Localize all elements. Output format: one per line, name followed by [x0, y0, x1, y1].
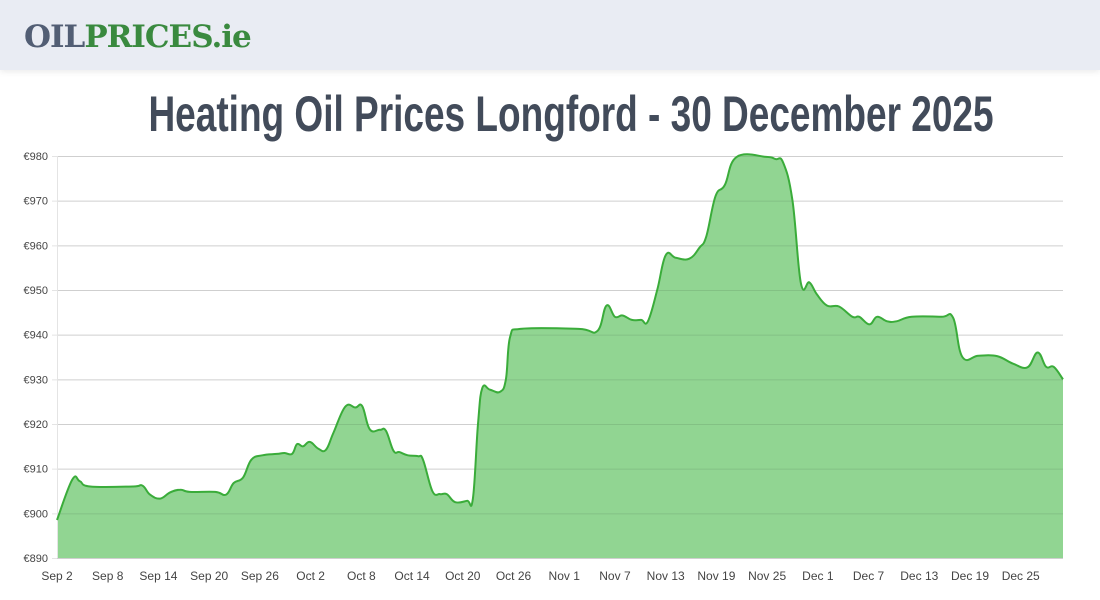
logo-text-prices: PRICES.ie — [84, 19, 251, 55]
x-tick-label: Dec 7 — [853, 569, 885, 583]
x-tick-label: Dec 19 — [951, 569, 989, 583]
x-tick-label: Dec 25 — [1002, 569, 1040, 583]
x-tick-label: Oct 8 — [347, 569, 376, 583]
x-tick-label: Oct 2 — [296, 569, 325, 583]
x-axis-ticks: Sep 2 Sep 8 Sep 14 Sep 20 Sep 26 Oct 2 Oct 8 Oc… — [41, 569, 1040, 583]
y-axis-ticks: €980 €970 €960 €950 €940 €930 €920 €910 €900 €890 — [24, 151, 48, 565]
x-tick-label: Nov 1 — [549, 569, 581, 583]
y-tick-label: €890 — [24, 553, 48, 565]
x-tick-label: Nov 13 — [647, 569, 685, 583]
y-tick-label: €900 — [24, 508, 48, 520]
y-tick-label: €930 — [24, 374, 48, 386]
price-line — [56, 153, 1064, 521]
page-title-text: Heating Oil Prices Longford - 30 Decembe… — [148, 86, 994, 142]
y-tick-label: €920 — [24, 419, 48, 431]
x-tick-label: Nov 19 — [697, 569, 735, 583]
page-title: Heating Oil Prices Longford - 30 Decembe… — [0, 84, 1100, 144]
x-tick-label: Nov 7 — [599, 569, 631, 583]
site-logo[interactable]: OILPRICES.ie — [24, 17, 252, 57]
x-tick-label: Sep 14 — [139, 569, 177, 583]
x-tick-label: Oct 20 — [445, 569, 481, 583]
x-tick-label: Sep 8 — [92, 569, 124, 583]
y-tick-label: €970 — [24, 196, 48, 208]
x-tick-label: Nov 25 — [748, 569, 786, 583]
x-tick-label: Sep 2 — [41, 569, 73, 583]
x-tick-label: Sep 26 — [241, 569, 279, 583]
y-tick-label: €950 — [24, 285, 48, 297]
price-area-fill — [57, 154, 1063, 559]
x-tick-label: Dec 13 — [900, 569, 938, 583]
x-tick-label: Sep 20 — [190, 569, 228, 583]
x-tick-label: Dec 1 — [802, 569, 834, 583]
x-tick-label: Oct 26 — [496, 569, 532, 583]
y-tick-label: €960 — [24, 240, 48, 252]
y-tick-label: €910 — [24, 464, 48, 476]
grid-lines-overlay — [57, 156, 1063, 559]
x-tick-label: Oct 14 — [394, 569, 430, 583]
site-header: OILPRICES.ie — [0, 0, 1100, 70]
logo-text-oil: OIL — [24, 19, 85, 55]
y-tick-label: €940 — [24, 330, 48, 342]
y-tick-label: €980 — [24, 151, 48, 163]
